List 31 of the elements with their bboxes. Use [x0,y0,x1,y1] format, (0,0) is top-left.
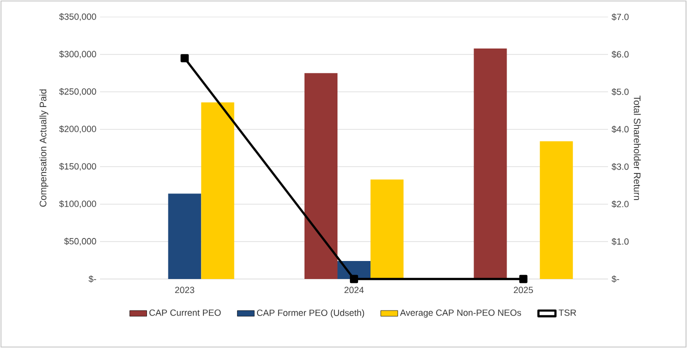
y-tick-label: $200,000 [59,125,96,134]
bar [370,179,404,279]
legend-label: TSR [558,310,576,316]
legend-label: CAP Former PEO (Udseth) [256,309,364,318]
y2-tick-label: $1.0 [612,238,629,246]
y-tick-label: $- [88,275,96,283]
y-tick-label: $350,000 [59,13,96,21]
x-tick-label: 2023 [175,286,194,294]
x-tick-label: 2025 [514,286,533,294]
y-tick-label: $50,000 [64,238,96,246]
bar [304,73,338,279]
y2-tick-label: $7.0 [612,13,629,21]
y2-axis-title: Total Shareholder Return [634,96,641,200]
y-tick-label: $100,000 [59,200,96,208]
x-tick-label: 2024 [344,286,364,294]
bar [474,48,507,279]
legend-label: Average CAP Non-PEO NEOs [400,310,522,318]
y2-tick-label: $4.0 [612,126,629,133]
y-tick-label: $250,000 [59,88,96,96]
bar [168,194,202,279]
y2-tick-label: $2.0 [612,200,629,208]
bar [201,102,234,279]
bar [540,141,573,279]
legend-label: CAP Current PEO [149,310,221,316]
y-tick-label: $150,000 [59,162,96,171]
y-tick-label: $300,000 [59,50,96,58]
y2-tick-label: $5.0 [612,88,629,96]
y2-tick-label: $6.0 [612,50,629,58]
y2-tick-label: $3.0 [612,163,629,170]
y-axis-title: Compensation Actually Paid [39,89,48,207]
y2-tick-label: $- [612,275,620,283]
